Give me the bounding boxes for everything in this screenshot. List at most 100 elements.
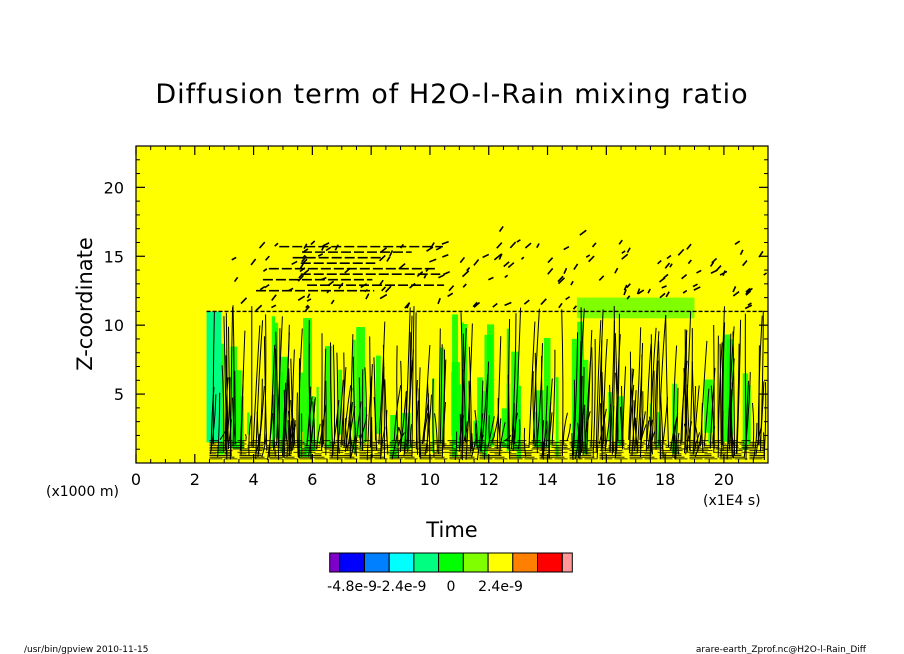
contour-line xyxy=(516,239,521,243)
contour-line xyxy=(231,256,237,261)
contour-line xyxy=(585,254,591,258)
x-axis: 0 2 4 6 8 10 12 14 16 18 20 xyxy=(131,146,769,489)
contour-line xyxy=(557,275,564,283)
colorbar-swatch xyxy=(462,552,489,573)
contour-line xyxy=(571,433,574,461)
contour-line xyxy=(647,419,653,450)
contour-line xyxy=(742,260,748,267)
contour-line xyxy=(498,226,504,233)
contour-line xyxy=(691,361,696,449)
contour-line xyxy=(561,309,564,457)
contour-line xyxy=(693,432,701,452)
contour-line xyxy=(520,256,525,260)
contour-line xyxy=(493,253,502,261)
contour-line xyxy=(621,250,626,254)
contour-line xyxy=(684,329,689,453)
contour-line xyxy=(655,360,659,450)
contour-line xyxy=(400,243,404,249)
contour-line xyxy=(626,295,631,300)
contour-line xyxy=(483,361,489,460)
contour-line xyxy=(507,318,511,449)
contour-line xyxy=(393,385,402,442)
contour-line xyxy=(735,343,740,454)
contour-line xyxy=(657,259,662,265)
contour-line xyxy=(621,385,624,447)
contour-line xyxy=(710,269,718,274)
contour-line xyxy=(396,345,399,459)
contour-fill xyxy=(247,412,250,435)
contour-line xyxy=(636,342,644,454)
contour-fill xyxy=(298,412,301,458)
contour-line xyxy=(591,242,597,248)
contour-line xyxy=(303,269,310,275)
contour-line xyxy=(661,285,667,289)
contour-line xyxy=(306,293,311,299)
contour-line xyxy=(540,298,547,306)
contour-line xyxy=(352,356,357,457)
contour-fill xyxy=(316,386,319,445)
contour-line xyxy=(745,287,751,293)
contour-line xyxy=(373,357,376,441)
contour-line xyxy=(675,387,679,460)
contour-line xyxy=(547,267,554,275)
contour-line xyxy=(448,285,455,292)
x-tick-label: 6 xyxy=(307,470,317,489)
contour-line xyxy=(659,292,666,299)
contour-fill xyxy=(299,372,304,432)
colorbar-swatch xyxy=(329,552,341,573)
contour-line xyxy=(732,331,735,456)
contour-line xyxy=(426,246,434,252)
contour-line xyxy=(399,360,403,453)
contour-line xyxy=(354,401,362,455)
footer-left: /usr/bin/gpview 2010-11-15 xyxy=(24,645,148,654)
contour-line xyxy=(744,304,753,310)
y-unit-label: (x1000 m) xyxy=(46,484,119,500)
contour-line xyxy=(763,272,768,276)
contour-line xyxy=(649,327,657,448)
contour-line xyxy=(503,261,510,268)
contour-line xyxy=(595,320,602,454)
contour-line xyxy=(687,259,692,265)
contour-line xyxy=(654,331,660,445)
contour-line xyxy=(262,268,268,272)
contour-fill xyxy=(616,396,624,446)
contour-fill xyxy=(722,334,730,442)
contour-line xyxy=(411,306,415,457)
contour-line xyxy=(496,242,503,249)
contour-line xyxy=(545,420,548,447)
contour-line xyxy=(570,280,574,286)
contour-fill xyxy=(440,347,445,444)
colorbar: -4.8e-9 -2.4e-9 0 2.4e-9 xyxy=(327,552,573,595)
contour-line xyxy=(225,377,231,455)
contour-line xyxy=(700,340,708,447)
contour-line xyxy=(325,246,332,252)
contour-fill xyxy=(576,297,695,319)
contour-line xyxy=(250,258,257,266)
contour-fill xyxy=(307,395,315,441)
contour-line xyxy=(316,423,321,449)
contour-line xyxy=(329,342,334,455)
contour-line xyxy=(681,273,688,280)
contour-line xyxy=(473,301,481,308)
contour-line xyxy=(557,277,566,285)
contour-line xyxy=(232,397,236,445)
contour-line xyxy=(264,283,270,289)
x-tick-label: 10 xyxy=(420,470,440,489)
contour-line xyxy=(261,433,267,458)
contour-line xyxy=(319,404,327,445)
x-unit-label: (x1E4 s) xyxy=(703,493,761,509)
contour-fill xyxy=(452,314,458,457)
contour-line xyxy=(439,344,443,444)
contour-line xyxy=(636,288,641,295)
contour-line xyxy=(366,376,372,461)
contour-line xyxy=(665,315,669,448)
x-tick-label: 18 xyxy=(655,470,675,489)
contour-line xyxy=(658,314,667,446)
contour-line xyxy=(586,329,593,455)
contour-line xyxy=(459,414,462,459)
contour-line xyxy=(302,258,308,264)
contour-line xyxy=(415,312,418,455)
contour-line xyxy=(615,372,619,441)
contour-line xyxy=(512,402,515,442)
